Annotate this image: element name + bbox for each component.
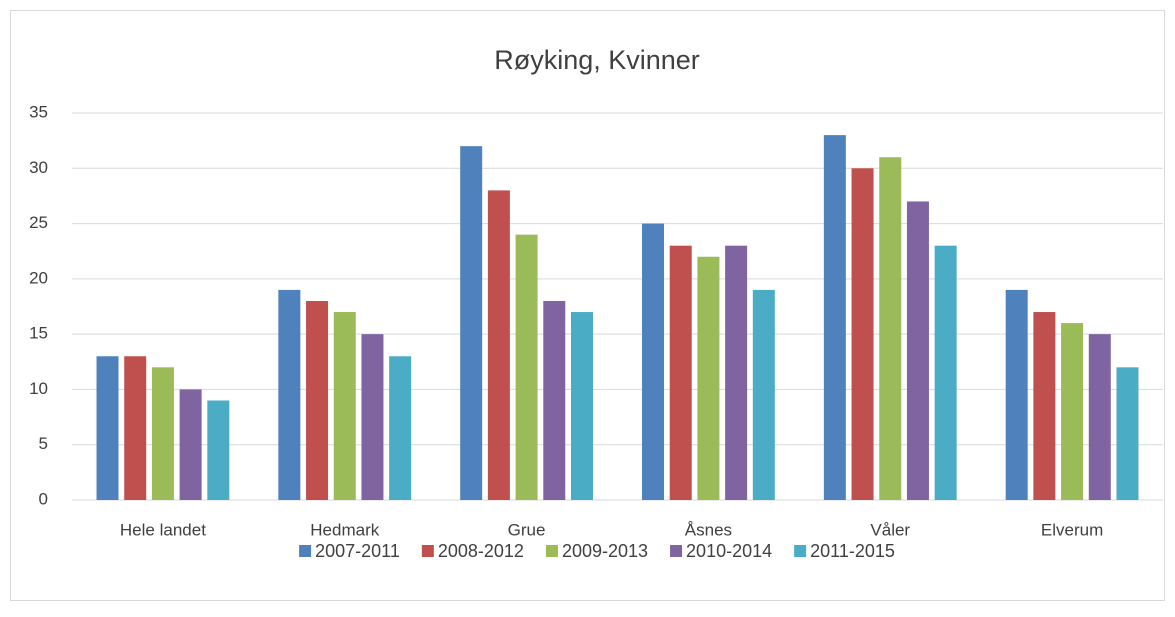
bar [487, 190, 510, 500]
bar [1088, 334, 1111, 500]
y-tick-label: 15 [29, 324, 48, 343]
bar [151, 367, 174, 500]
y-tick-label: 30 [29, 158, 48, 177]
chart-border [10, 10, 1165, 601]
x-tick-label: Åsnes [685, 520, 732, 539]
legend-label: 2008-2012 [438, 541, 524, 561]
bar [725, 245, 748, 500]
bar [460, 146, 483, 500]
bar [851, 168, 874, 501]
bar [389, 356, 412, 500]
y-tick-label: 20 [29, 268, 48, 287]
bar [1116, 367, 1139, 500]
bar [934, 245, 957, 500]
bar [669, 245, 692, 500]
y-tick-label: 25 [29, 213, 48, 232]
y-tick-label: 5 [39, 434, 48, 453]
bar [906, 201, 929, 500]
bar [1033, 312, 1056, 500]
legend-swatch [794, 545, 807, 557]
bar [278, 289, 301, 500]
bar [361, 334, 384, 500]
bar [124, 356, 147, 500]
bar [1061, 323, 1084, 500]
bar [306, 300, 329, 500]
bar [1005, 289, 1028, 500]
chart-title: Røyking, Kvinner [494, 45, 700, 75]
bar [96, 356, 119, 500]
legend-swatch [421, 545, 434, 557]
bar [207, 400, 230, 500]
legend-label: 2007-2011 [315, 541, 400, 561]
legend-label: 2011-2015 [810, 541, 895, 561]
bar [752, 289, 775, 500]
legend-swatch [670, 545, 683, 557]
bar [543, 300, 566, 500]
y-tick-label: 10 [29, 379, 48, 398]
x-tick-label: Elverum [1041, 520, 1103, 539]
bar [823, 135, 846, 500]
bar [642, 223, 665, 501]
x-tick-label: Våler [870, 520, 910, 539]
bar [333, 312, 356, 500]
bar [879, 157, 902, 500]
legend-label: 2010-2014 [686, 541, 772, 561]
y-tick-label: 35 [29, 102, 48, 121]
x-tick-label: Hele landet [120, 520, 206, 539]
y-tick-label: 0 [39, 489, 48, 508]
bar [515, 234, 538, 500]
bar [179, 389, 202, 500]
bar [570, 312, 593, 500]
legend-swatch [299, 545, 312, 557]
legend-label: 2009-2013 [562, 541, 648, 561]
x-tick-label: Grue [508, 520, 546, 539]
x-tick-label: Hedmark [310, 520, 379, 539]
bar [697, 256, 720, 500]
legend-swatch [545, 545, 558, 557]
